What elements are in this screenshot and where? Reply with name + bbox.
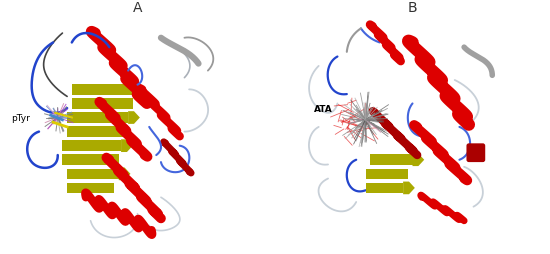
FancyBboxPatch shape (67, 169, 119, 179)
FancyBboxPatch shape (67, 113, 128, 123)
FancyBboxPatch shape (366, 169, 408, 179)
Text: B: B (408, 1, 417, 15)
FancyBboxPatch shape (67, 127, 126, 137)
FancyArrow shape (128, 112, 140, 124)
FancyArrow shape (403, 182, 415, 195)
Text: ATA: ATA (314, 104, 333, 113)
FancyArrow shape (119, 168, 130, 180)
FancyArrow shape (121, 140, 133, 152)
FancyBboxPatch shape (370, 155, 412, 165)
Text: pTyr: pTyr (11, 114, 30, 122)
FancyBboxPatch shape (63, 155, 119, 165)
FancyBboxPatch shape (63, 141, 121, 151)
FancyArrow shape (412, 154, 424, 166)
FancyBboxPatch shape (72, 99, 133, 109)
FancyArrow shape (133, 84, 145, 96)
Text: A: A (133, 1, 142, 15)
FancyBboxPatch shape (72, 85, 133, 95)
FancyBboxPatch shape (366, 183, 403, 194)
FancyBboxPatch shape (466, 144, 485, 163)
FancyBboxPatch shape (67, 183, 114, 194)
